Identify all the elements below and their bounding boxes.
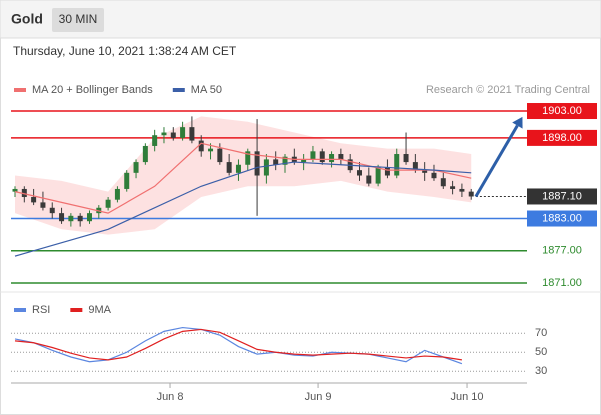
level-label: 1877.00: [542, 245, 582, 257]
candle-body: [59, 213, 65, 222]
level-label: 1903.00: [542, 105, 582, 117]
legend-label: MA 20 + Bollinger Bands: [32, 84, 153, 96]
interval[interactable]: 30 MIN: [59, 12, 98, 26]
candle-body: [394, 154, 400, 176]
candle-body: [189, 127, 195, 141]
candle-body: [49, 207, 55, 214]
candle-body: [301, 159, 307, 163]
level-box: [527, 188, 597, 205]
legend-label: 9MA: [88, 304, 111, 316]
candle-body: [105, 199, 111, 208]
candle-body: [422, 170, 428, 173]
candle-body: [12, 188, 18, 192]
candle-body: [338, 154, 344, 160]
level-box: [527, 129, 597, 146]
candle-body: [450, 186, 456, 189]
arrow-head: [512, 116, 523, 129]
level-label: 1898.00: [542, 132, 582, 144]
candle-body: [114, 188, 120, 200]
candle-body: [384, 167, 390, 176]
y-tick-label: 50: [535, 346, 547, 358]
candle-body: [208, 148, 214, 152]
candle-body: [77, 215, 83, 222]
symbol: Gold: [11, 11, 43, 27]
ma-line: [14, 161, 472, 257]
candle-body: [245, 151, 251, 165]
candle-body: [152, 135, 158, 146]
candle-body: [356, 170, 362, 176]
candle-body: [440, 178, 446, 187]
level-label: 1871.00: [542, 277, 582, 289]
candle-body: [40, 202, 46, 208]
credit: Research © 2021 Trading Central: [426, 84, 590, 96]
candle-body: [170, 132, 176, 138]
candle-body: [142, 145, 148, 163]
ma-line: [14, 142, 472, 214]
interval-box[interactable]: [52, 8, 104, 32]
level-label: 1887.10: [542, 190, 582, 202]
x-tick-label: Jun 9: [305, 391, 332, 403]
candle-body: [431, 172, 437, 179]
candle-body: [282, 156, 288, 165]
level-box: [527, 210, 597, 227]
legend-label: RSI: [32, 304, 50, 316]
candle-body: [254, 151, 260, 176]
legend-swatch: [172, 88, 185, 92]
legend-swatch: [14, 88, 26, 92]
legend-swatch: [70, 308, 83, 312]
candle-body: [180, 127, 186, 138]
candle-body: [226, 162, 232, 173]
candle-body: [468, 191, 474, 197]
y-tick-label: 70: [535, 327, 547, 339]
candle-body: [86, 213, 92, 222]
legend-label: MA 50: [191, 84, 222, 96]
candle-body: [161, 132, 167, 136]
candle-body: [459, 188, 465, 192]
candle-body: [263, 159, 269, 176]
x-tick-label: Jun 10: [451, 391, 484, 403]
legend-swatch: [14, 308, 26, 312]
candle-body: [124, 172, 130, 189]
y-tick-label: 30: [535, 365, 547, 377]
candle-body: [31, 197, 37, 203]
candle-body: [68, 215, 74, 222]
candle-body: [403, 154, 409, 163]
timestamp: Thursday, June 10, 2021 1:38:24 AM CET: [13, 44, 237, 58]
candle-body: [375, 167, 381, 184]
candle-body: [412, 162, 418, 171]
rsi-line: [14, 328, 463, 361]
level-label: 1883.00: [542, 212, 582, 224]
forecast-arrow: [474, 124, 519, 198]
candle-body: [329, 154, 335, 163]
candle-body: [217, 148, 223, 163]
candle-body: [366, 175, 372, 184]
candle-body: [235, 164, 241, 173]
candle-body: [310, 151, 316, 160]
candle-body: [198, 140, 204, 152]
bollinger-band: [15, 116, 472, 235]
level-box: [527, 103, 597, 120]
rsi-line: [14, 326, 463, 365]
candle-body: [133, 162, 139, 173]
candle-body: [273, 159, 279, 165]
candle-body: [21, 188, 27, 198]
x-tick-label: Jun 8: [157, 391, 184, 403]
candle-body: [319, 151, 325, 163]
